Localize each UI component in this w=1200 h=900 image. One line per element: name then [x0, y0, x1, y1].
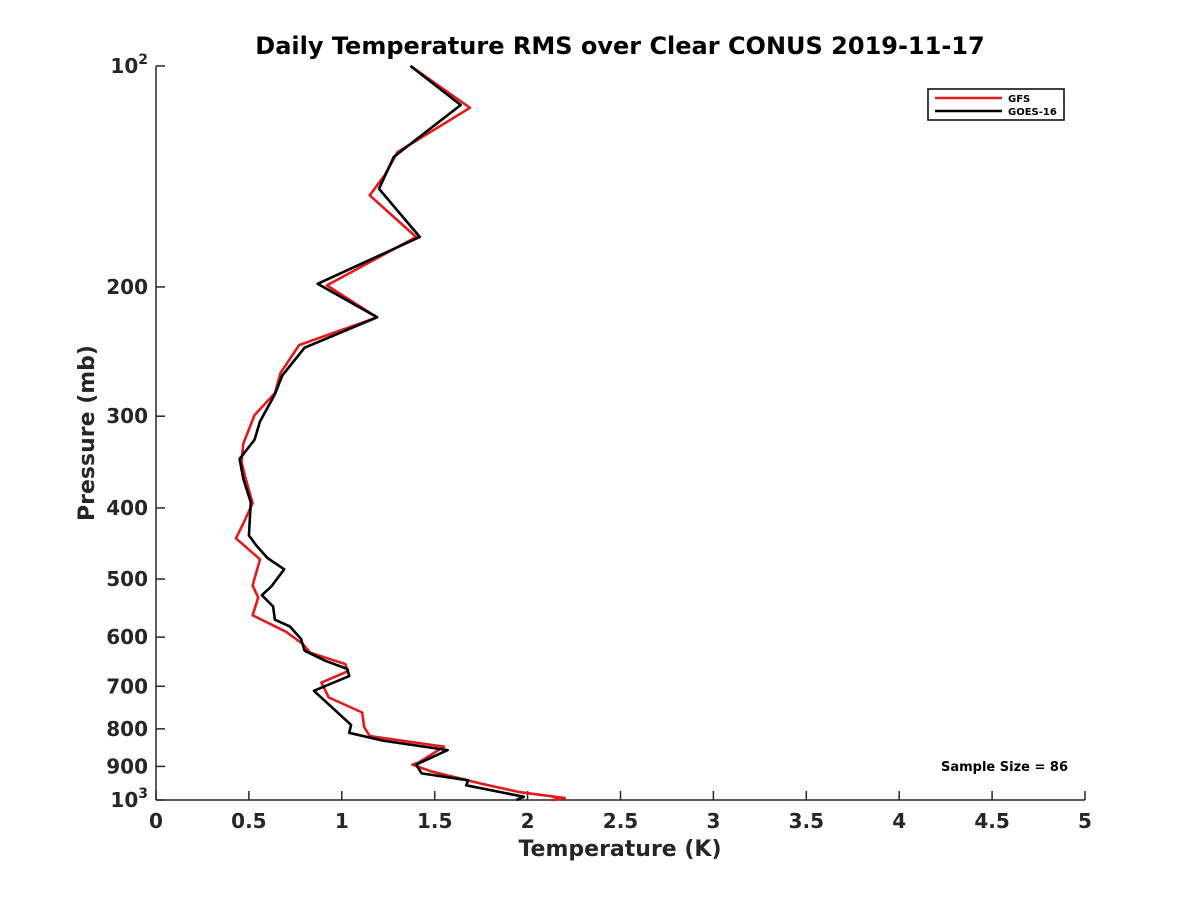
- chart-title: Daily Temperature RMS over Clear CONUS 2…: [255, 32, 984, 60]
- y-axis-title: Pressure (mb): [75, 345, 100, 521]
- axes: 0 0.5 1 1.5 2 2.5 3 3.5 4 4.5 51022003004005006007…: [106, 52, 1092, 833]
- x-tick-label: 2: [521, 809, 535, 833]
- x-tick-label: 1.5: [417, 809, 452, 833]
- series-line-gfs: [234, 64, 567, 802]
- x-tick-label: 3.5: [789, 809, 824, 833]
- legend-label-gfs: GFS: [1008, 94, 1030, 105]
- y-tick-label: 900: [106, 754, 148, 778]
- y-tick-label: 600: [106, 625, 148, 649]
- x-tick-label: 2.5: [603, 809, 638, 833]
- x-tick-label: 0.5: [231, 809, 266, 833]
- x-tick-label: 5: [1078, 809, 1092, 833]
- legend-box: [927, 88, 1065, 121]
- y-tick-label: 200: [106, 275, 148, 299]
- y-tick-label: 700: [106, 674, 148, 698]
- x-tick-label: 3: [706, 809, 720, 833]
- y-tick-label: 400: [106, 496, 148, 520]
- series-lines: [234, 64, 567, 802]
- x-tick-label: 1: [335, 809, 349, 833]
- x-tick-label: 0: [149, 809, 163, 833]
- x-tick-label: 4: [892, 809, 906, 833]
- legend-label-goes-16: GOES-16: [1008, 107, 1057, 118]
- y-tick-label: 500: [106, 567, 148, 591]
- y-tick-label: 300: [106, 404, 148, 428]
- x-tick-label: 4.5: [974, 809, 1009, 833]
- legend: GFS GOES-16: [927, 88, 1065, 121]
- sample-size-annotation: Sample Size = 86: [941, 760, 1068, 775]
- y-tick-label: 800: [106, 717, 148, 741]
- series-line-goes-16: [238, 64, 526, 802]
- x-axis-title: Temperature (K): [518, 837, 721, 862]
